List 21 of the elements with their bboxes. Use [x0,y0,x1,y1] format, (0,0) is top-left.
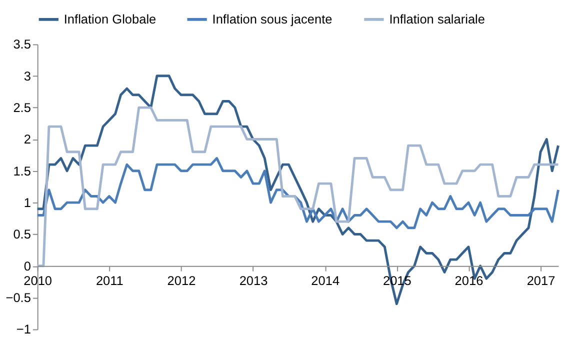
x-tick-label: 2012 [167,273,196,288]
x-tick-label: 2014 [311,273,340,288]
y-tick-label: 3.5 [13,36,31,52]
y-tick-label: −1 [16,322,31,337]
x-tick-label: 2017 [526,273,556,288]
x-tick-label: 2013 [239,273,268,288]
legend-label: Inflation sous jacente [212,11,332,26]
y-tick-label: 1 [24,195,31,210]
y-tick-label: 2 [24,132,31,147]
y-tick-label: −0.5 [6,290,31,306]
y-tick-label: 0.5 [13,226,31,242]
y-tick-label: 0 [24,258,31,274]
legend-label: Inflation Globale [64,11,156,26]
line-series [36,157,560,230]
x-tick-label: 2016 [454,273,484,288]
x-tick-label: 2011 [96,273,124,288]
y-tick-label: 2.5 [13,100,31,115]
x-tick-label: 2010 [24,273,52,288]
legend-label: Inflation salariale [389,11,486,26]
y-tick-label: 1.5 [13,163,31,178]
y-tick-label: 3 [24,68,31,84]
